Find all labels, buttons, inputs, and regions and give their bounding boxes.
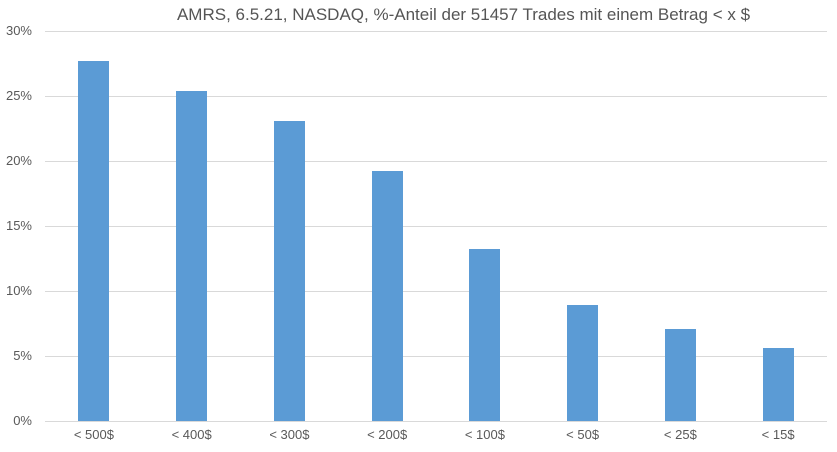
gridline — [45, 161, 827, 162]
bar — [371, 171, 403, 421]
y-axis-labels: 30% 25% 20% 15% 10% 5% 0% — [0, 0, 32, 452]
bar-slot — [729, 31, 827, 421]
bar-slot — [241, 31, 339, 421]
bar — [469, 249, 501, 421]
bar — [176, 90, 208, 421]
y-tick-label: 30% — [5, 23, 32, 38]
bar — [78, 60, 110, 421]
y-tick-label: 0% — [13, 413, 32, 428]
y-tick-label: 5% — [13, 348, 32, 363]
y-tick-label: 25% — [5, 88, 32, 103]
x-tick-label: < 25$ — [663, 427, 697, 442]
y-tick-label: 15% — [5, 218, 32, 233]
bar-slot — [436, 31, 534, 421]
bar-slot — [632, 31, 730, 421]
gridline — [45, 356, 827, 357]
x-tick-label: < 500$ — [73, 427, 114, 442]
plot-area — [45, 31, 827, 422]
gridline — [45, 31, 827, 32]
y-tick-label: 10% — [5, 283, 32, 298]
bar — [664, 328, 696, 421]
x-axis-labels: < 500$ < 400$ < 300$ < 200$ < 100$ < 50$ < 25$… — [45, 427, 827, 443]
bar — [762, 348, 794, 421]
x-tick-label: < 100$ — [464, 427, 505, 442]
bar-slot — [45, 31, 143, 421]
bar — [273, 120, 305, 421]
bar-slot — [534, 31, 632, 421]
gridline — [45, 96, 827, 97]
bar-slot — [338, 31, 436, 421]
y-tick-label: 20% — [5, 153, 32, 168]
bars — [45, 31, 827, 421]
x-tick-label: < 400$ — [171, 427, 212, 442]
gridline — [45, 226, 827, 227]
gridline — [45, 421, 827, 422]
chart-title: AMRS, 6.5.21, NASDAQ, %-Anteil der 51457… — [176, 5, 751, 24]
x-tick-label: < 50$ — [566, 427, 600, 442]
x-tick-label: < 200$ — [367, 427, 408, 442]
bar-slot — [143, 31, 241, 421]
x-tick-label: < 15$ — [761, 427, 795, 442]
x-tick-label: < 300$ — [269, 427, 310, 442]
bar — [567, 305, 599, 421]
gridline — [45, 291, 827, 292]
